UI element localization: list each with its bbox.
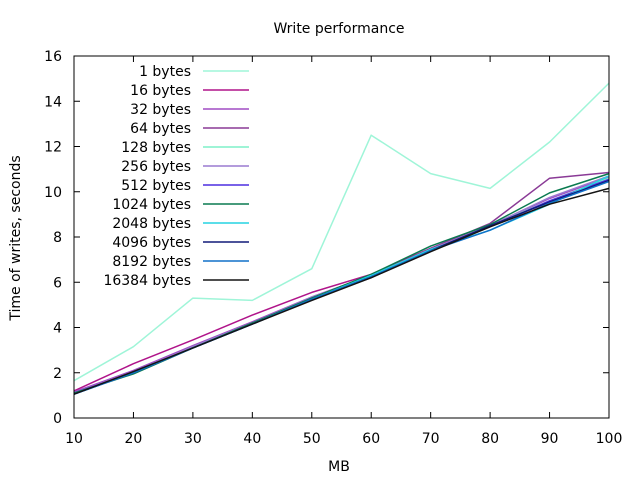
legend-label-11: 16384 bytes <box>103 273 191 289</box>
legend-label-4: 128 bytes <box>121 140 191 156</box>
x-tick-label-7: 80 <box>481 431 499 447</box>
legend-label-10: 8192 bytes <box>112 254 191 270</box>
series-line-0 <box>73 82 610 382</box>
y-tick-label-2: 4 <box>53 321 62 337</box>
y-tick-label-7: 14 <box>44 94 62 110</box>
x-tick-label-3: 40 <box>243 431 261 447</box>
legend-label-2: 32 bytes <box>130 102 191 118</box>
x-tick-label-0: 10 <box>65 431 83 447</box>
legend: 1 bytes 16 bytes 32 bytes 64 bytes 128 bytes… <box>103 64 249 289</box>
legend-label-6: 512 bytes <box>121 178 191 194</box>
legend-label-7: 1024 bytes <box>112 197 191 213</box>
x-tick-label-1: 20 <box>125 431 143 447</box>
y-tick-label-5: 10 <box>44 185 62 201</box>
y-tick-label-0: 0 <box>53 411 62 427</box>
legend-label-0: 1 bytes <box>139 64 191 80</box>
axes: 10 20 30 40 50 60 70 80 90 100 0 2 4 6 8 10 12 14 16 <box>44 49 622 447</box>
y-axis-label: Time of writes, seconds <box>8 155 24 321</box>
x-axis-label: MB <box>328 459 350 475</box>
y-tick-label-3: 6 <box>53 275 62 291</box>
y-tick-label-6: 12 <box>44 140 62 156</box>
chart-title: Write performance <box>273 21 404 37</box>
x-tick-label-8: 90 <box>541 431 559 447</box>
x-tick-label-6: 70 <box>422 431 440 447</box>
legend-label-3: 64 bytes <box>130 121 191 137</box>
legend-label-8: 2048 bytes <box>112 216 191 232</box>
x-tick-label-5: 60 <box>362 431 380 447</box>
legend-label-9: 4096 bytes <box>112 235 191 251</box>
x-tick-label-4: 50 <box>303 431 321 447</box>
y-tick-label-4: 8 <box>53 230 62 246</box>
x-tick-label-2: 30 <box>184 431 202 447</box>
legend-label-5: 256 bytes <box>121 159 191 175</box>
y-tick-label-1: 2 <box>53 366 62 382</box>
series-layer <box>73 82 610 395</box>
y-tick-label-8: 16 <box>44 49 62 65</box>
series-line-11 <box>73 187 610 395</box>
legend-label-1: 16 bytes <box>130 83 191 99</box>
x-tick-label-9: 100 <box>596 431 623 447</box>
